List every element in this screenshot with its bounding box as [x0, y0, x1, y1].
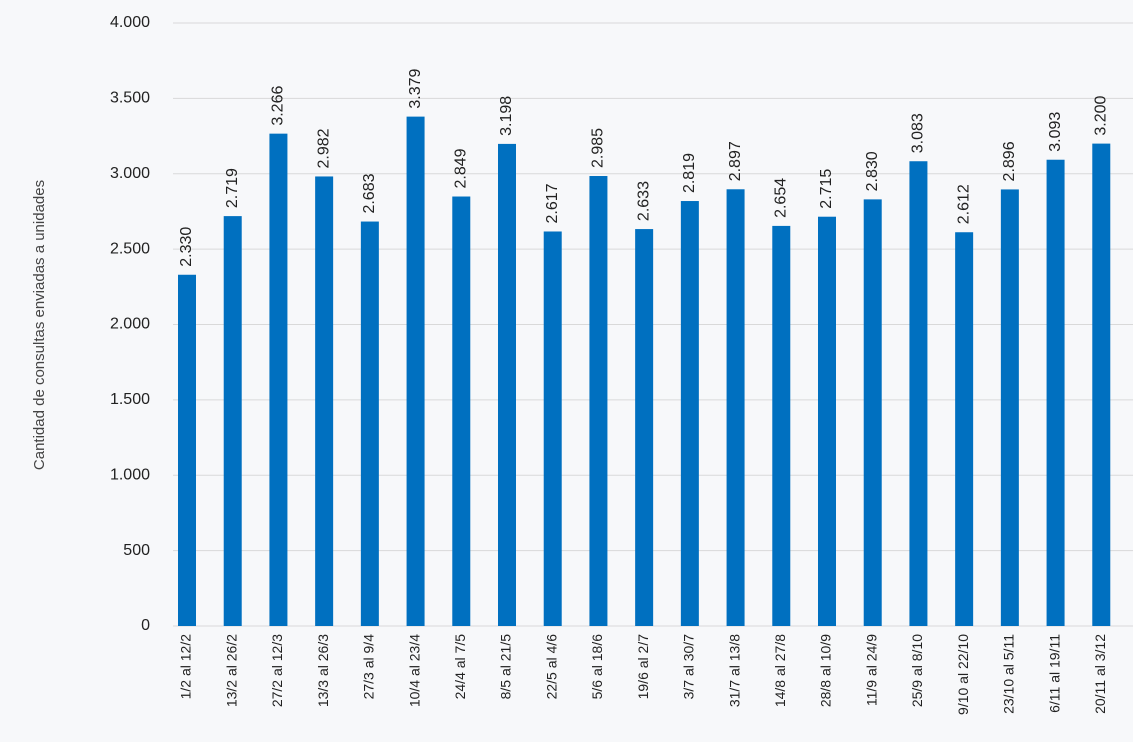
bar — [635, 229, 654, 626]
value-label: 2.683 — [361, 173, 378, 213]
value-label: 2.612 — [955, 184, 972, 224]
bar — [772, 225, 791, 627]
x-tick-label: 20/11 al 3/12 — [1092, 634, 1108, 714]
value-label: 2.719 — [224, 168, 241, 208]
bar — [1000, 189, 1019, 627]
value-label: 3.200 — [1093, 95, 1110, 135]
y-tick-label: 0 — [141, 617, 150, 634]
value-label: 2.982 — [315, 128, 332, 168]
value-label: 2.617 — [544, 183, 561, 223]
x-tick-label: 3/7 al 30/7 — [681, 634, 697, 700]
x-tick-label: 8/5 al 21/5 — [498, 634, 514, 700]
bar — [269, 133, 288, 626]
value-label: 2.830 — [864, 151, 881, 191]
bar — [223, 216, 242, 626]
x-tick-label: 31/7 al 13/8 — [726, 634, 742, 707]
x-tick-label: 9/10 al 22/10 — [955, 634, 971, 715]
value-label: 3.083 — [910, 113, 927, 153]
bar — [955, 232, 974, 626]
value-label: 2.633 — [635, 181, 652, 221]
x-tick-label: 14/8 al 27/8 — [772, 634, 788, 707]
value-label: 2.897 — [727, 141, 744, 181]
x-tick-label: 5/6 al 18/6 — [589, 634, 605, 700]
x-tick-label: 27/3 al 9/4 — [361, 634, 377, 700]
bar — [406, 116, 425, 626]
value-label: 3.266 — [270, 86, 287, 126]
x-tick-label: 11/9 al 24/9 — [863, 634, 879, 706]
x-tick-label: 13/3 al 26/3 — [315, 634, 331, 707]
value-label: 2.985 — [590, 128, 607, 168]
value-label: 2.330 — [178, 227, 195, 267]
value-label: 2.715 — [818, 169, 835, 209]
value-label: 2.654 — [773, 178, 790, 218]
bar — [818, 216, 836, 626]
x-tick-label: 25/9 al 8/10 — [909, 634, 925, 707]
x-tick-label: 13/2 al 26/2 — [223, 634, 239, 707]
y-tick-label: 1.000 — [110, 466, 150, 483]
y-tick-label: 2.500 — [110, 240, 150, 257]
x-tick-label: 10/4 al 23/4 — [406, 634, 422, 707]
y-axis-label: Cantidad de consultas enviadas a unidade… — [31, 180, 48, 470]
x-tick-label: 27/2 al 12/3 — [269, 634, 285, 707]
y-tick-label: 4.000 — [110, 14, 150, 31]
bar — [680, 201, 699, 626]
y-tick-label: 3.500 — [110, 90, 150, 107]
x-tick-label: 22/5 al 4/6 — [543, 634, 559, 700]
x-tick-label: 28/8 al 10/9 — [818, 634, 834, 707]
y-tick-label: 1.500 — [110, 391, 150, 408]
bar — [863, 199, 882, 626]
bar — [726, 189, 745, 626]
value-label: 2.896 — [1001, 141, 1018, 181]
y-tick-label: 3.000 — [110, 165, 150, 182]
x-tick-label: 24/4 al 7/5 — [452, 634, 468, 700]
bar — [1046, 159, 1065, 626]
value-label: 3.198 — [498, 96, 515, 136]
y-tick-label: 2.000 — [110, 316, 150, 333]
value-label: 3.379 — [407, 68, 424, 108]
bar — [498, 143, 516, 627]
bar — [543, 231, 562, 626]
x-tick-label: 6/11 al 19/11 — [1046, 634, 1062, 713]
bar — [452, 196, 471, 626]
bar — [315, 176, 334, 626]
bar — [360, 221, 379, 626]
x-tick-label: 19/6 al 2/7 — [635, 634, 651, 700]
bar — [909, 161, 928, 627]
bar — [589, 176, 608, 627]
bar — [178, 274, 196, 626]
value-label: 3.093 — [1047, 112, 1064, 152]
x-tick-label: 23/10 al 5/11 — [1001, 634, 1017, 714]
bar — [1092, 143, 1111, 626]
x-tick-label: 1/2 al 12/2 — [178, 634, 194, 700]
value-label: 2.849 — [453, 148, 470, 188]
value-label: 2.819 — [681, 153, 698, 193]
y-tick-label: 500 — [123, 542, 150, 559]
